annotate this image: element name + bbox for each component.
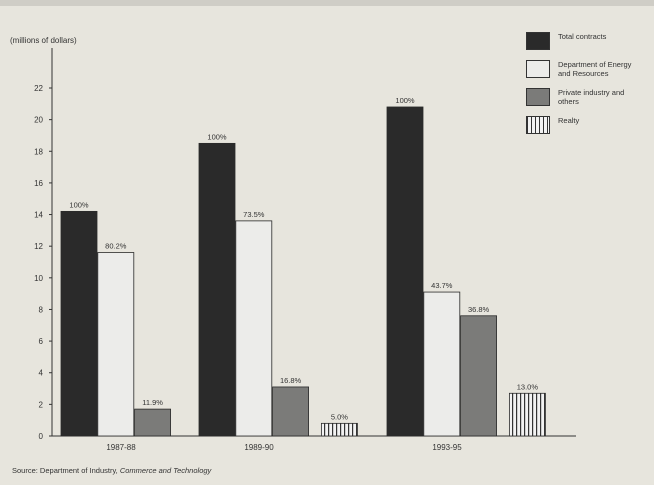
legend-swatch [526,60,550,78]
bar-realty [508,392,546,437]
bar-total-contracts [60,210,98,437]
legend-swatch [526,88,550,106]
data-label: 43.7% [431,281,453,290]
chart-bars: 100% 80.2% 11.9% 100% 73.5% 16.8% 5.0% 100% 43.7… [60,96,546,437]
y-tick-label: 6 [39,337,44,346]
y-tick-label: 12 [34,242,43,251]
data-label: 100% [395,96,415,105]
legend-label: Private industry and others [558,88,625,106]
data-label: 36.8% [468,305,490,314]
source-note: Source: Department of Industry, Commerce… [12,466,211,475]
y-tick-label: 18 [34,147,43,156]
legend-label: Department of Energy and Resources [558,60,632,78]
bar-private-industry [272,386,310,437]
bar-private-industry [134,408,172,437]
source-italic: Commerce and Technology [119,466,212,475]
legend-swatch [526,116,550,134]
y-tick-label: 14 [34,211,43,220]
legend-item: Private industry and others [526,88,650,106]
y-tick-label: 4 [39,369,44,378]
x-category-label: 1989-90 [244,443,274,452]
bar-realty [320,422,358,437]
bar-total-contracts [386,106,424,437]
legend: Total contracts Department of Energy and … [526,32,650,144]
legend-label: Realty [558,116,580,125]
data-label: 16.8% [280,376,302,385]
y-tick-label: 2 [39,400,44,409]
bar-private-industry [460,315,498,437]
data-label: 73.5% [243,210,265,219]
source-prefix: Source: Department of Industry, [12,466,118,475]
y-tick-label: 16 [34,179,43,188]
legend-label: Total contracts [558,32,607,41]
data-label: 11.9% [142,398,163,407]
y-tick-label: 0 [39,432,44,441]
legend-item: Realty [526,116,650,134]
y-tick-label: 20 [34,116,43,125]
bar-dept-energy [423,291,461,437]
data-label: 5.0% [331,412,348,421]
data-label: 13.0% [517,382,539,391]
y-tick-label: 8 [39,305,44,314]
bar-dept-energy [97,252,135,437]
bar-dept-energy [235,220,273,437]
x-category-label: 1987-88 [106,443,136,452]
y-tick-label: 10 [34,274,43,283]
legend-item: Department of Energy and Resources [526,60,650,78]
y-tick-label: 22 [34,84,43,93]
cropped-title-strip [0,0,654,6]
data-label: 100% [69,200,89,209]
data-label: 80.2% [105,242,127,251]
x-category-label: 1993-95 [432,443,462,452]
bar-total-contracts [198,142,236,437]
legend-item: Total contracts [526,32,650,50]
legend-swatch [526,32,550,50]
y-axis-label: (millions of dollars) [10,36,77,45]
data-label: 100% [207,132,227,141]
